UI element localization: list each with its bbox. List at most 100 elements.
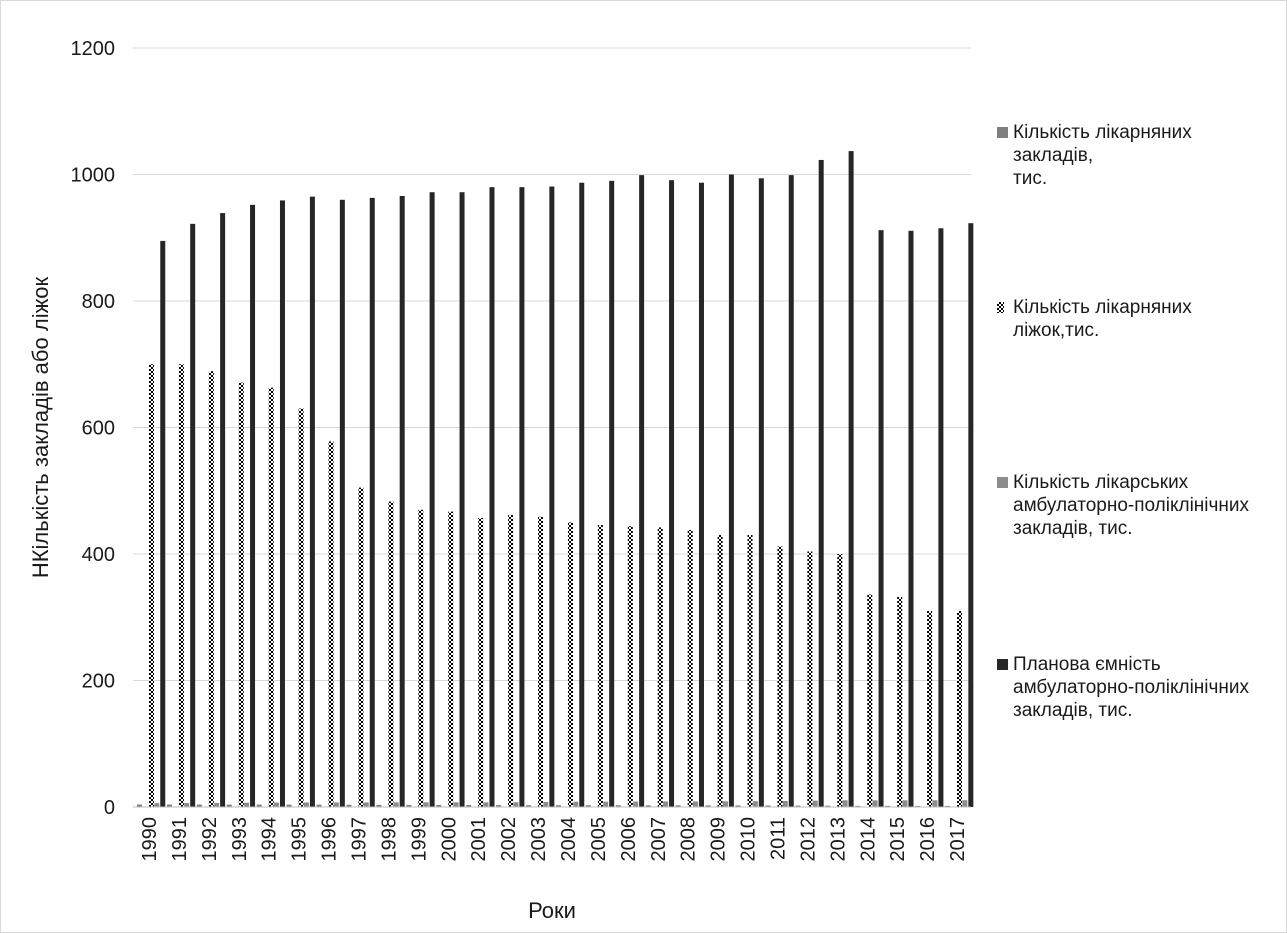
bar-series-3-1995 [303,802,309,807]
bar-series-4-2014 [878,230,884,807]
x-tick-label: 2001 [468,817,490,862]
bar-series-3-2003 [543,801,549,807]
x-tick-label: 2010 [738,817,760,862]
bar-series-2-2014 [867,594,873,807]
bar-series-3-2016 [932,800,938,807]
bar-series-1-2016 [915,805,921,807]
bar-series-4-2008 [698,182,704,808]
bar-series-4-2004 [579,182,585,808]
bar-series-2-2015 [897,597,903,807]
bar-series-1-1993 [226,804,232,807]
bar-series-4-1990 [160,240,166,807]
x-tick-label: 2006 [618,817,640,862]
x-tick-label: 2011 [767,817,789,860]
y-axis-label: НКількість закладів або ліжок [28,276,53,578]
bar-series-3-2007 [663,801,669,807]
bar-series-4-1995 [309,196,315,807]
x-tick-label: 1990 [139,817,161,862]
bar-series-3-1991 [184,803,190,807]
bar-series-2-1994 [268,387,274,807]
bar-series-1-2007 [645,805,651,807]
bar-series-1-2002 [496,805,502,807]
bar-series-1-2013 [825,805,831,807]
x-tick-label: 1996 [319,817,341,862]
bar-series-2-1990 [148,364,154,807]
bar-series-4-2017 [968,223,974,807]
bar-series-4-2016 [938,228,944,807]
bar-series-3-2006 [633,801,639,807]
x-tick-label: 2009 [708,817,730,862]
bar-series-1-2008 [675,805,681,807]
bar-series-1-1998 [376,804,382,807]
bar-series-2-2002 [508,514,514,807]
bar-series-4-2009 [728,174,734,807]
bar-series-1-1996 [316,804,322,807]
bar-series-2-1992 [208,371,214,807]
bar-series-1-2011 [765,805,771,807]
bar-series-4-1996 [339,199,345,808]
x-tick-label: 2002 [498,817,520,862]
bar-series-4-2011 [788,175,794,807]
bar-series-3-2013 [842,800,848,807]
y-tick-label: 0 [104,797,115,819]
bar-series-2-2011 [777,546,783,807]
legend-swatch [997,659,1008,670]
bar-series-2-2005 [597,524,603,807]
x-tick-label: 1998 [378,817,400,862]
y-tick-label: 400 [82,544,115,566]
bar-series-3-2000 [453,802,459,807]
bar-series-3-1994 [273,802,279,807]
bar-series-1-1997 [346,804,352,807]
bar-series-2-1997 [358,487,364,807]
bar-series-3-2017 [962,800,968,807]
bar-series-3-2008 [692,801,698,807]
bar-series-3-1990 [154,803,160,807]
bar-series-2-2000 [448,511,454,807]
bar-series-1-2017 [945,805,951,807]
bar-series-3-2001 [483,802,489,807]
bar-series-1-2006 [615,805,621,807]
bar-series-4-2010 [758,178,764,808]
bar-series-1-2003 [526,805,532,807]
x-tick-label: 2004 [558,817,580,862]
bar-series-4-1998 [399,196,405,807]
bar-series-4-1991 [190,223,196,808]
bar-series-1-1992 [196,804,202,807]
x-tick-label: 1991 [169,817,191,862]
bar-series-1-2014 [855,805,861,807]
bar-series-3-2004 [573,801,579,807]
bar-series-2-1998 [388,501,394,807]
y-tick-label: 1000 [71,165,116,187]
x-axis-label: Роки [528,898,576,923]
bar-series-3-1996 [333,802,339,807]
y-tick-label: 200 [82,671,115,693]
bar-series-2-2006 [627,526,633,807]
bar-series-4-2006 [639,175,645,807]
x-tick-label: 2005 [588,817,610,862]
bar-series-2-1995 [298,408,304,807]
bar-series-4-2002 [519,187,525,807]
x-tick-label: 2003 [528,817,550,862]
bar-series-1-1994 [256,804,262,807]
bar-series-3-1993 [244,802,250,807]
x-tick-label: 2008 [678,817,700,862]
bar-series-3-2009 [722,801,728,807]
bar-series-2-2013 [837,554,843,807]
bar-series-4-2000 [459,192,465,807]
legend-label: Кількість лікарняних ліжок,тис. [1013,297,1192,341]
bar-series-3-1992 [214,802,220,807]
x-tick-label: 1993 [229,817,251,862]
bar-series-4-1993 [250,204,256,808]
legend-swatch [997,302,1004,313]
bar-series-3-1998 [393,802,399,807]
bar-series-4-1992 [220,213,226,807]
x-tick-label: 1994 [259,817,281,862]
bar-series-2-2004 [567,522,573,808]
bar-series-4-2012 [818,159,824,807]
bar-series-1-2005 [585,805,591,807]
bar-series-3-1997 [363,802,369,807]
y-tick-label: 1200 [71,38,116,60]
x-tick-label: 1997 [348,817,370,862]
